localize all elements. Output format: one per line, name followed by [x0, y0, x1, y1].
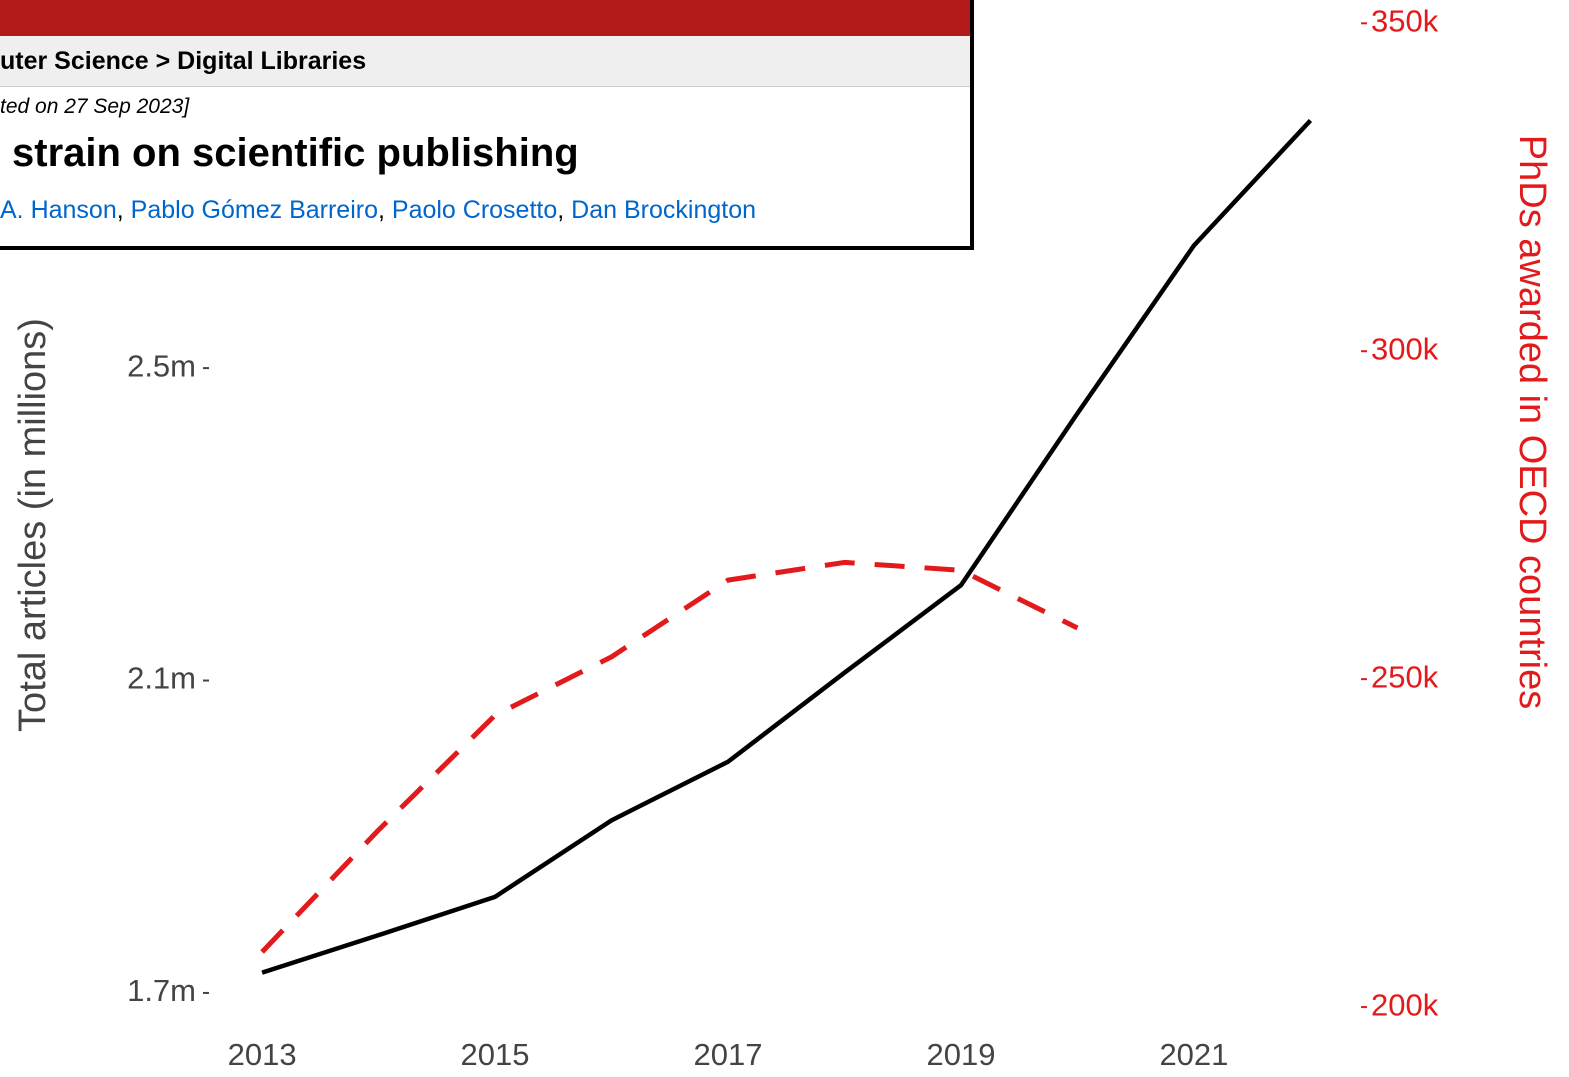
y-axis-title: Total articles (in millions) [12, 318, 54, 732]
y2-tick-label: 350k [1371, 3, 1439, 38]
author-link[interactable]: Pablo Gómez Barreiro [131, 196, 392, 224]
x-tick-label: 2015 [461, 1037, 530, 1072]
series-line [261, 118, 1313, 975]
y2-tick-label: 250k [1371, 659, 1439, 694]
y-tick-label: 2.5m [127, 348, 196, 383]
y2-axis-title: PhDs awarded in OECD countries [1511, 135, 1553, 709]
header-band [0, 0, 970, 36]
y2-tick-label: 200k [1371, 987, 1439, 1022]
breadcrumb[interactable]: uter Science > Digital Libraries [0, 36, 970, 87]
submitted: ted on 27 Sep 2023] [0, 95, 190, 118]
x-tick-label: 2019 [926, 1037, 995, 1072]
author-link[interactable]: A. Hanson [0, 196, 131, 224]
paper-title: strain on scientific publishing [12, 131, 579, 175]
author-link[interactable]: Paolo Crosetto [392, 196, 571, 224]
x-tick-label: 2021 [1159, 1037, 1228, 1072]
author-link[interactable]: Dan Brockington [571, 196, 756, 224]
arxiv-overlay: uter Science > Digital Libraries ted on … [0, 0, 974, 250]
authors: A. HansonPablo Gómez BarreiroPaolo Crose… [0, 196, 970, 225]
series-line [260, 559, 1079, 954]
x-tick-label: 2013 [228, 1037, 297, 1072]
y-tick-label: 1.7m [127, 973, 196, 1008]
x-tick-label: 2017 [694, 1037, 763, 1072]
y-tick-label: 2.1m [127, 661, 196, 696]
y2-tick-label: 300k [1371, 331, 1439, 366]
